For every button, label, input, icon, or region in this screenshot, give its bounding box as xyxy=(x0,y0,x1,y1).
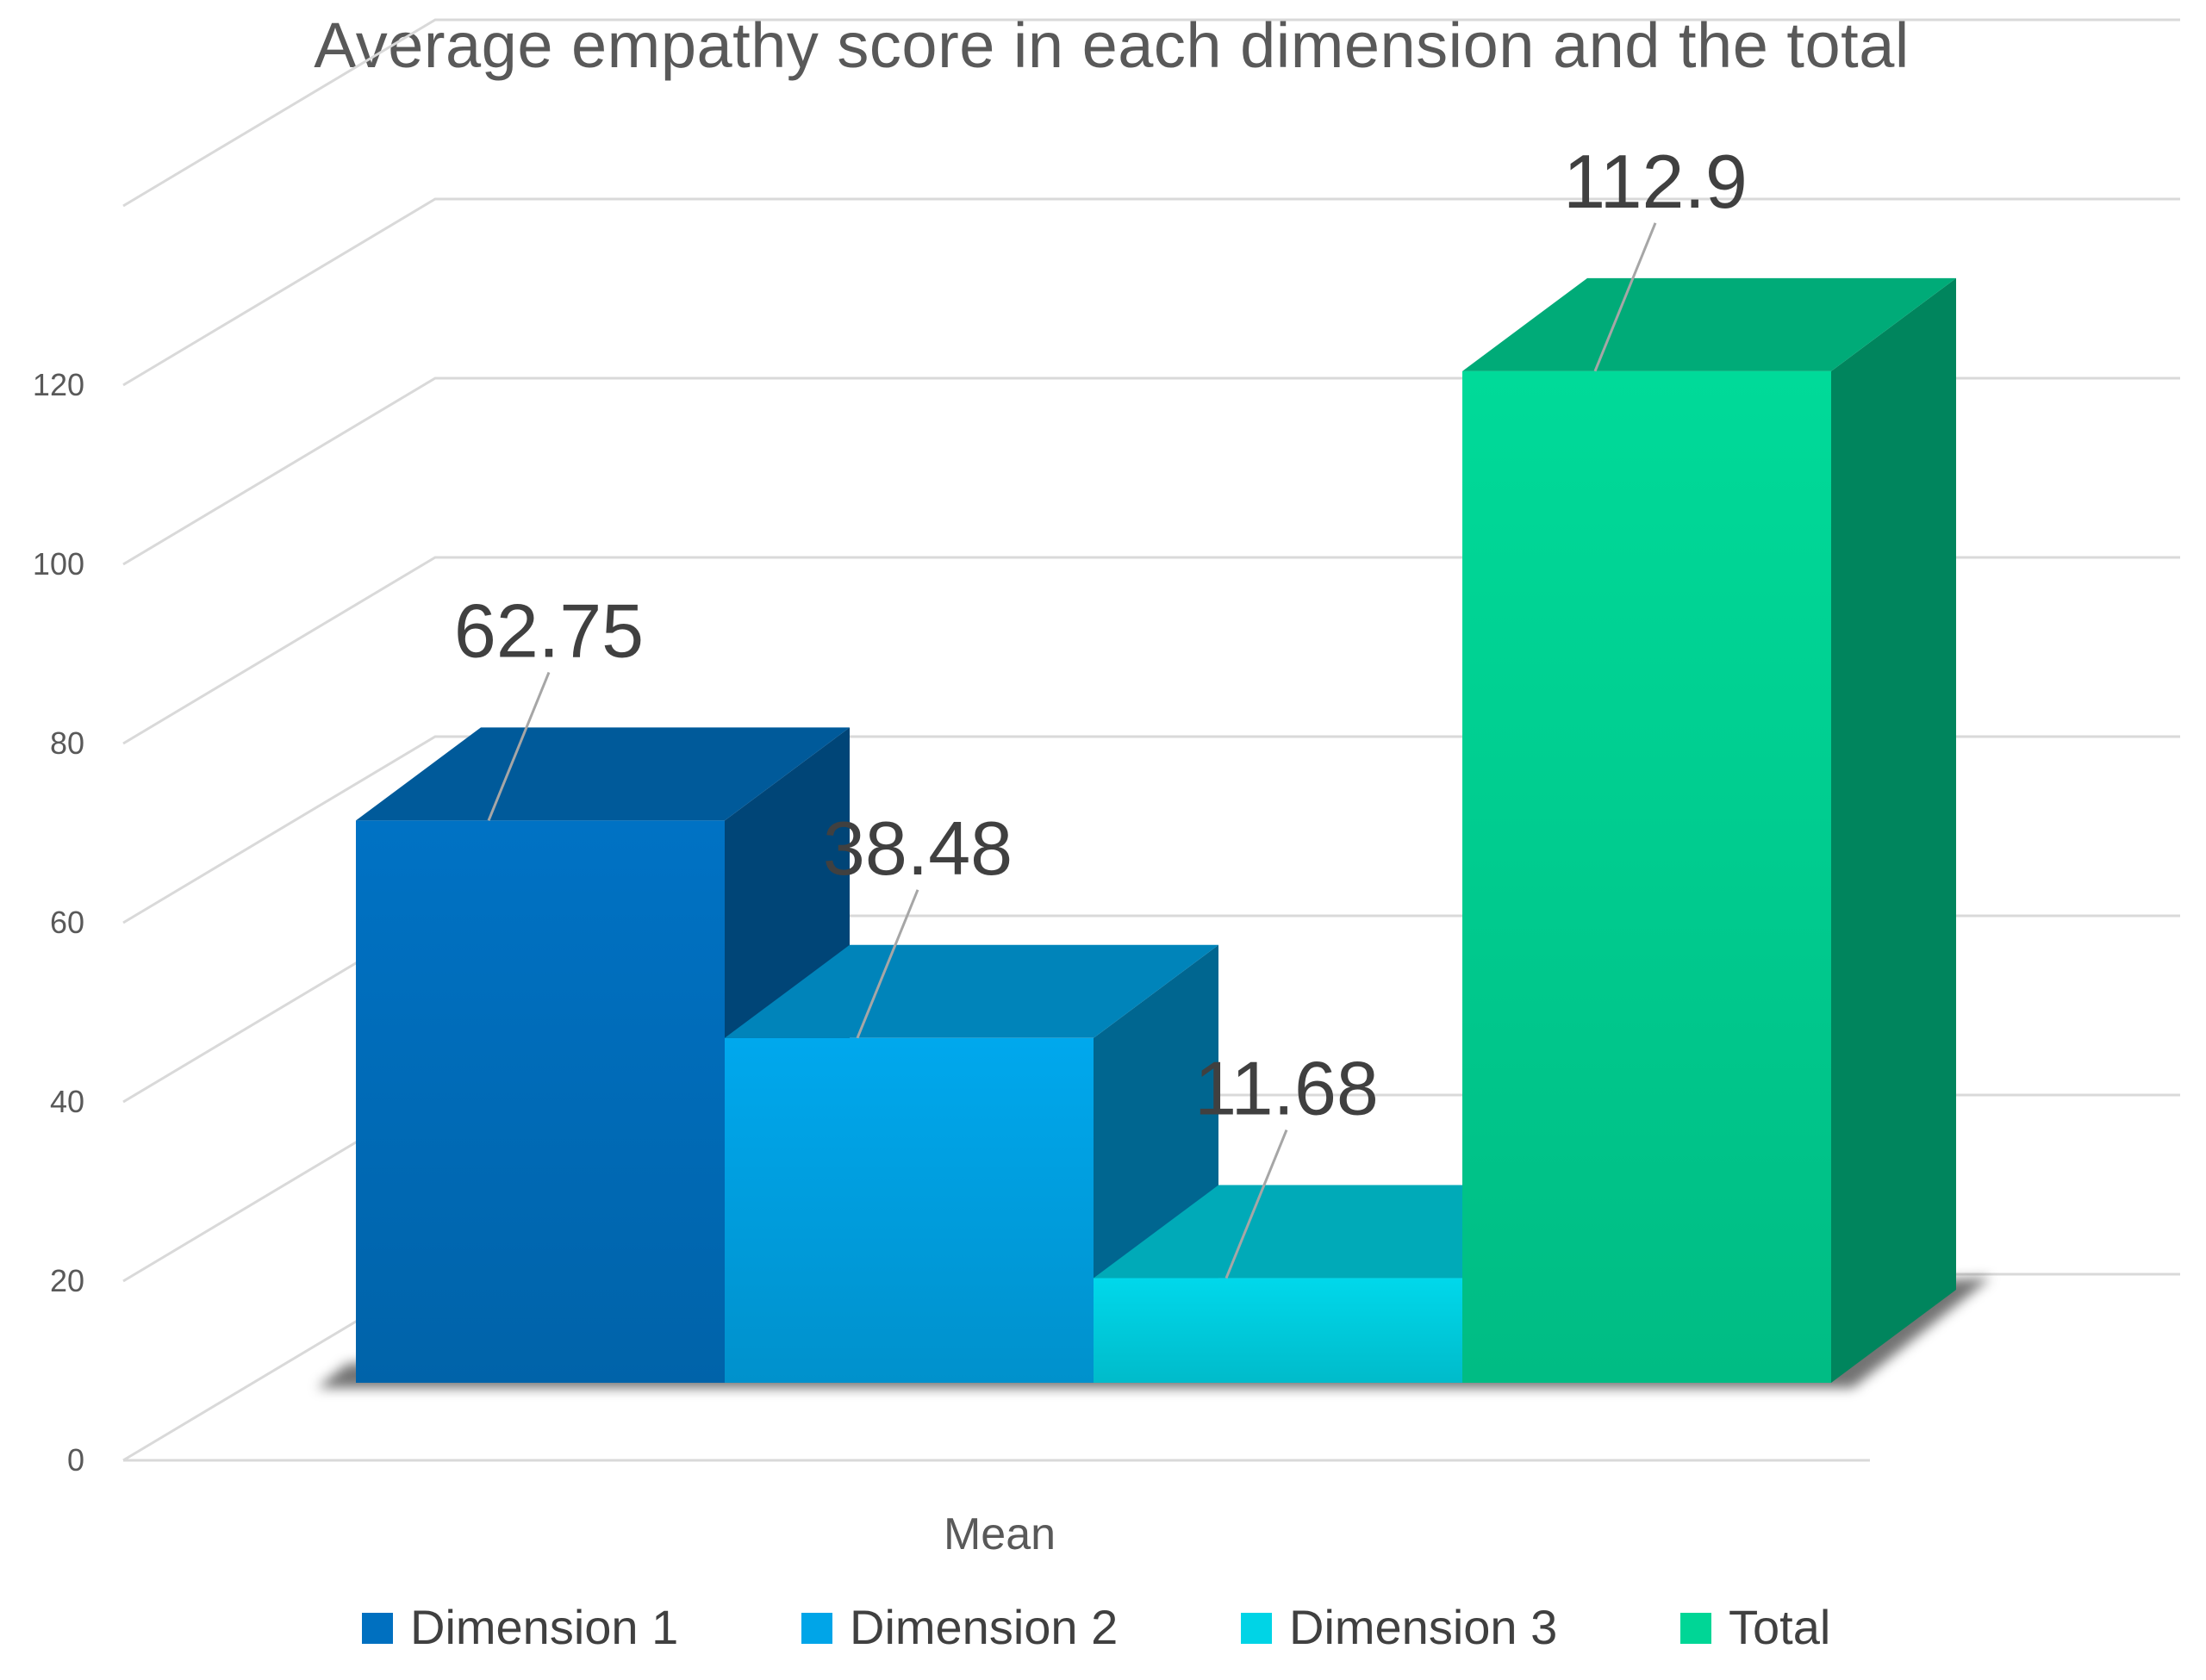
legend-swatch xyxy=(1680,1613,1711,1644)
bar-front xyxy=(725,1037,1094,1383)
leader-line xyxy=(487,671,551,821)
y-tick-label: 40 xyxy=(50,1084,84,1119)
data-label: 112.9 xyxy=(1563,139,1748,224)
legend-item: Dimension 3 xyxy=(1241,1600,1557,1654)
legend-label: Dimension 2 xyxy=(850,1600,1118,1654)
legend-item: Total xyxy=(1680,1600,1830,1654)
data-labels: 62.75 38.48 11.68 112.9 xyxy=(454,139,1748,1279)
bar-side xyxy=(1831,277,1956,1384)
legend-item: Dimension 1 xyxy=(362,1600,678,1654)
leader-line xyxy=(1593,222,1657,372)
bar-front xyxy=(356,820,725,1383)
bar-front xyxy=(1094,1278,1462,1383)
bars xyxy=(356,277,1956,1384)
legend-item: Dimension 2 xyxy=(801,1600,1118,1654)
bar-front xyxy=(1462,370,1831,1384)
legend: Dimension 1 Dimension 2 Dimension 3 Total xyxy=(362,1600,1830,1654)
y-tick-label: 80 xyxy=(50,725,84,761)
y-tick-label: 20 xyxy=(50,1263,84,1298)
data-label: 62.75 xyxy=(454,588,644,673)
data-label: 11.68 xyxy=(1194,1046,1379,1131)
legend-label: Dimension 1 xyxy=(410,1600,678,1654)
leader-line xyxy=(856,889,919,1039)
bar-top xyxy=(356,727,850,821)
legend-label: Total xyxy=(1729,1600,1830,1654)
category-label: Mean xyxy=(944,1509,1056,1559)
y-tick-label: 60 xyxy=(50,905,84,940)
chart-title: Average empathy score in each dimension … xyxy=(314,9,1910,81)
gridline xyxy=(122,18,2180,208)
legend-swatch xyxy=(1241,1613,1272,1644)
y-tick-label: 120 xyxy=(33,367,84,402)
legend-label: Dimension 3 xyxy=(1289,1600,1557,1654)
bar-top xyxy=(725,944,1218,1038)
legend-swatch xyxy=(801,1613,832,1644)
y-axis-ticks: 0 20 40 60 80 100 120 xyxy=(33,367,84,1478)
data-label: 38.48 xyxy=(823,806,1013,891)
y-tick-label: 100 xyxy=(33,546,84,582)
gridline xyxy=(122,197,2180,387)
bar-top xyxy=(1462,277,1956,371)
legend-swatch xyxy=(362,1613,393,1644)
bar xyxy=(1462,277,1956,1384)
y-tick-label: 0 xyxy=(67,1442,84,1478)
leader-line xyxy=(1225,1129,1288,1279)
